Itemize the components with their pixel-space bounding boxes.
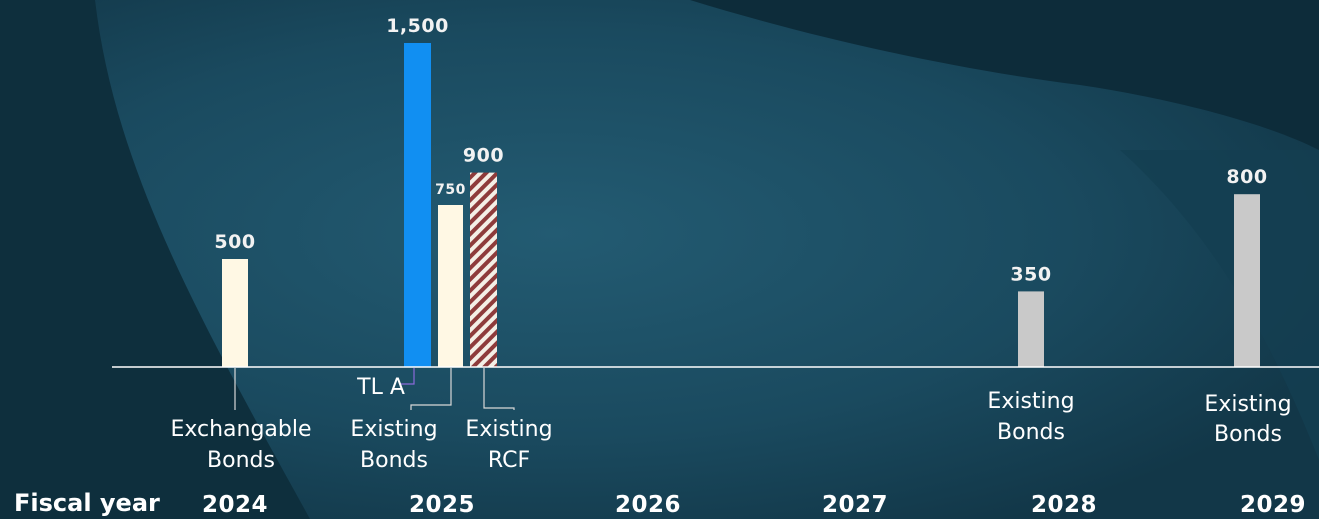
leader-line-rcf-2025 — [483, 368, 515, 410]
bar-rcf-2025 — [470, 172, 497, 367]
value-label-bonds-2029: 800 — [1226, 166, 1267, 188]
bars-layer — [222, 43, 1260, 367]
leader-lines-layer — [234, 368, 515, 410]
year-label-2025: 2025 — [409, 492, 475, 518]
axis-title: Fiscal year — [14, 489, 160, 517]
category-label-bonds-2025-line-1: Existing — [350, 417, 437, 442]
bar-bonds-2029 — [1234, 194, 1260, 367]
bar-tla-2025 — [404, 43, 431, 367]
category-label-bonds-2028-line-1: Existing — [987, 389, 1074, 414]
year-label-2029: 2029 — [1240, 492, 1306, 518]
background-dark-band-right — [1120, 150, 1319, 460]
value-label-bonds-2025: 750 — [435, 182, 466, 198]
bar-bonds-2028 — [1018, 291, 1044, 367]
value-labels-layer: 500 1,500 750 900 350 800 — [214, 15, 1267, 285]
category-labels-layer: Exchangable Bonds TL A Existing Bonds Existin… — [170, 375, 1291, 473]
category-label-exch-2024-line-2: Bonds — [207, 448, 275, 473]
category-label-exch-2024-line-1: Exchangable — [170, 417, 311, 442]
category-label-rcf-2025-line-2: RCF — [488, 448, 530, 473]
category-label-bonds-2029-line-1: Existing — [1204, 392, 1291, 417]
background-dark-swoosh-left — [0, 0, 310, 519]
category-label-bonds-2029-line-2: Bonds — [1214, 422, 1282, 447]
year-label-2028: 2028 — [1031, 492, 1097, 518]
category-label-rcf-2025-line-1: Existing — [465, 417, 552, 442]
leader-line-tla-2025 — [400, 368, 415, 385]
bar-exch-2024 — [222, 259, 248, 367]
background-dark-swoosh-top — [690, 0, 1319, 150]
category-label-tla-2025-line-1: TL A — [356, 375, 405, 400]
value-label-bonds-2028: 350 — [1010, 263, 1051, 285]
year-label-2027: 2027 — [822, 492, 888, 518]
category-label-bonds-2025-line-2: Bonds — [360, 448, 428, 473]
year-label-2024: 2024 — [202, 492, 268, 518]
value-label-tla-2025: 1,500 — [386, 15, 449, 37]
bar-bonds-2025 — [438, 205, 463, 367]
leader-line-bonds-2025 — [410, 368, 452, 410]
category-label-bonds-2028-line-2: Bonds — [997, 420, 1065, 445]
year-label-2026: 2026 — [615, 492, 681, 518]
value-label-exch-2024: 500 — [214, 231, 255, 253]
value-label-rcf-2025: 900 — [463, 145, 504, 167]
year-labels-layer: 2024 2025 2026 2027 2028 2029 — [202, 492, 1306, 518]
